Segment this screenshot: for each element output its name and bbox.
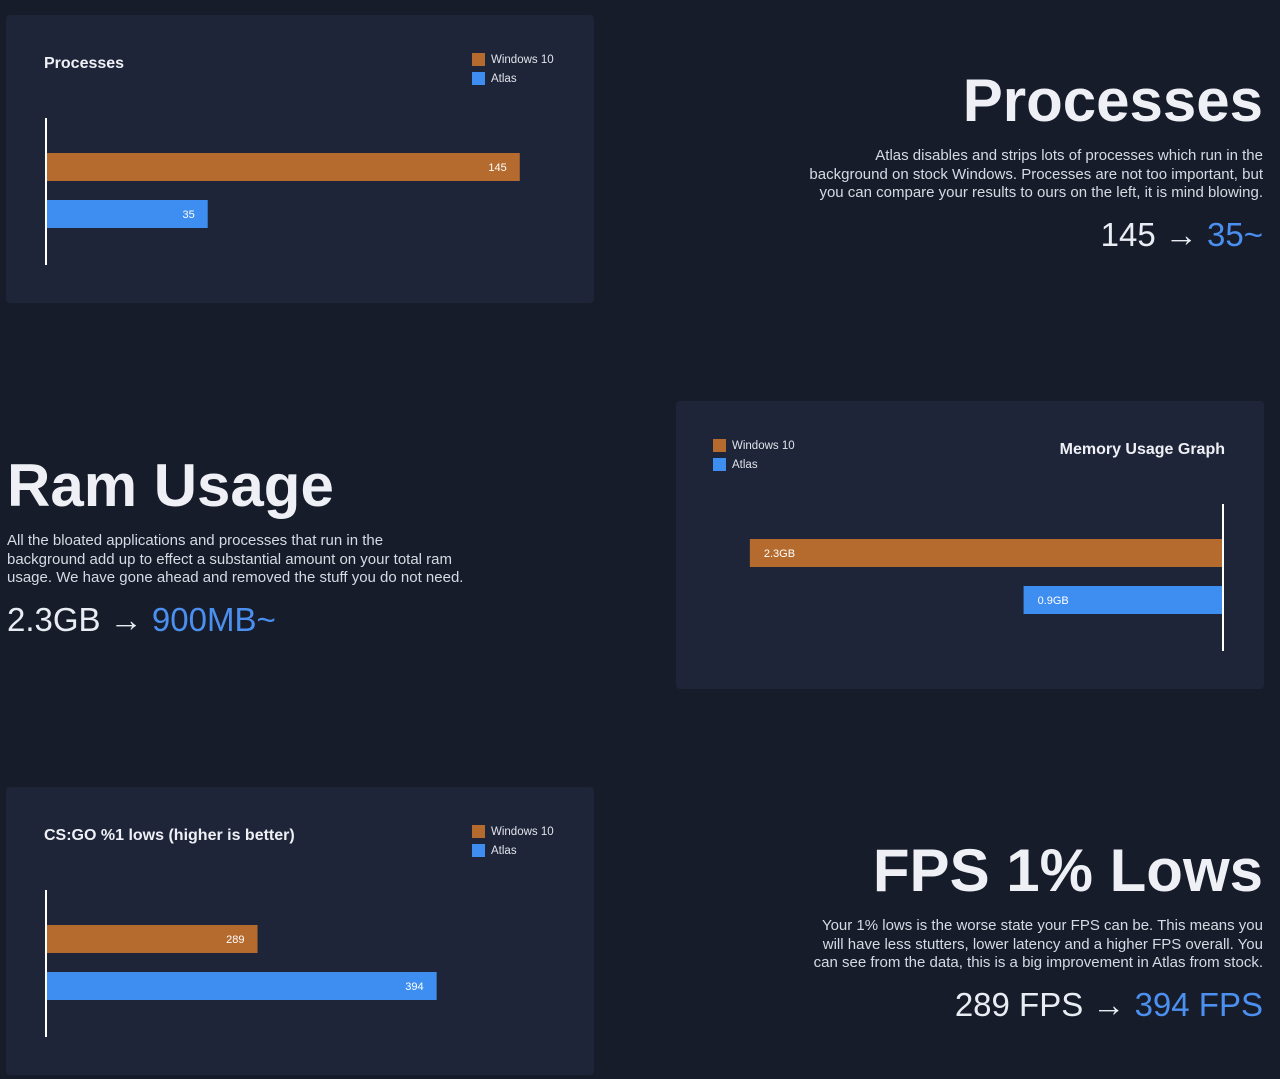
body-line: All the bloated applications and process… <box>7 532 384 549</box>
legend-label: Atlas <box>491 845 517 857</box>
body-line: you can compare your results to ours on … <box>819 184 1263 201</box>
card-background <box>6 787 594 1075</box>
metric-arrow: → <box>1164 215 1198 253</box>
chart-title: CS:GO %1 lows (higher is better) <box>44 827 295 844</box>
section-body: All the bloated applications and process… <box>7 532 647 588</box>
bar-value-label: 2.3GB <box>764 548 795 560</box>
metric-before: 2.3GB <box>7 600 101 638</box>
chart-card: CS:GO %1 lows (higher is better) Windows … <box>6 787 594 1075</box>
legend-swatch <box>472 825 485 838</box>
chart-card: Processes Windows 10 Atlas 145 35 <box>6 15 594 303</box>
bar-value-label: 145 <box>488 162 506 174</box>
chart-title: Processes <box>44 55 124 72</box>
legend-swatch <box>472 72 485 85</box>
legend-swatch <box>713 458 726 471</box>
text-section: FPS 1% Lows Your 1% lows is the worse sta… <box>623 836 1263 1027</box>
legend-label: Atlas <box>491 73 517 85</box>
legend-label: Windows 10 <box>732 440 795 452</box>
metric-arrow: → <box>109 600 143 638</box>
section-heading: FPS 1% Lows <box>872 837 1263 904</box>
bar <box>749 539 1223 567</box>
chart-card: Memory Usage Graph Windows 10 Atlas 2.3GB 0.… <box>676 401 1264 689</box>
metric-after: 394 FPS <box>1134 985 1263 1023</box>
metric-before: 145 <box>1100 215 1156 253</box>
bar <box>46 925 258 953</box>
metric: 145 → 35~ <box>623 213 1263 257</box>
bar <box>46 200 208 228</box>
legend-swatch <box>472 844 485 857</box>
text-section: Ram Usage All the bloated applications an… <box>7 451 647 642</box>
legend-label: Windows 10 <box>491 826 554 838</box>
chart-title: Memory Usage Graph <box>1060 441 1225 458</box>
body-line: can see from the data, this is a big imp… <box>813 954 1263 971</box>
legend-swatch <box>472 53 485 66</box>
bar <box>46 153 520 181</box>
body-line: will have less stutters, lower latency a… <box>822 935 1263 953</box>
bar-value-label: 0.9GB <box>1038 595 1069 607</box>
bar-value-label: 289 <box>226 934 244 946</box>
section-body: Atlas disables and strips lots of proces… <box>623 147 1263 203</box>
legend-label: Windows 10 <box>491 54 554 66</box>
metric-after: 35~ <box>1207 215 1263 253</box>
body-line: Atlas disables and strips lots of proces… <box>875 147 1263 164</box>
legend-label: Atlas <box>732 459 758 471</box>
section-body: Your 1% lows is the worse state your FPS… <box>623 917 1263 973</box>
metric-before: 289 FPS <box>954 985 1084 1023</box>
metric: 2.3GB → 900MB~ <box>7 598 647 642</box>
section-heading: Processes <box>962 67 1263 134</box>
metric-arrow: → <box>1092 985 1126 1023</box>
metric: 289 FPS → 394 FPS <box>623 983 1263 1027</box>
body-line: Your 1% lows is the worse state your FPS… <box>821 917 1263 934</box>
bar-value-label: 394 <box>405 981 423 993</box>
text-section: Processes Atlas disables and strips lots … <box>623 66 1263 257</box>
body-line: usage. We have gone ahead and removed th… <box>7 569 464 586</box>
body-line: background add up to effect a substantia… <box>7 550 453 568</box>
bar <box>1023 586 1223 614</box>
legend-swatch <box>713 439 726 452</box>
bar <box>46 972 437 1000</box>
section-heading: Ram Usage <box>7 452 334 519</box>
metric-after: 900MB~ <box>151 600 276 638</box>
bar-value-label: 35 <box>182 209 194 221</box>
body-line: background on stock Windows. Processes a… <box>809 165 1263 183</box>
